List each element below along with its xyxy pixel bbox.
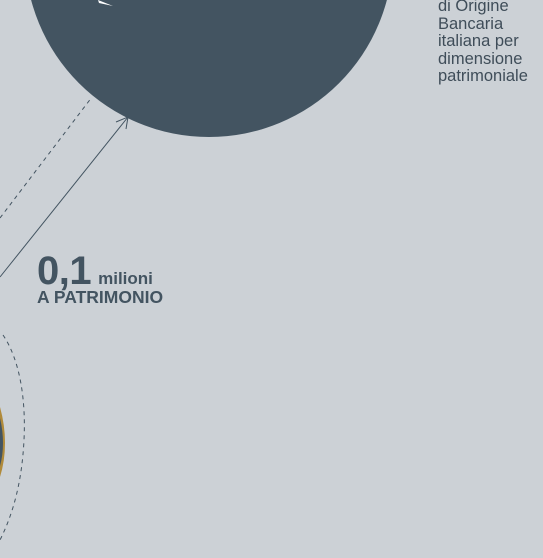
arrow-line <box>0 116 129 278</box>
stat-line: 0,1 milioni <box>37 249 163 293</box>
circle-top-mark <box>98 0 113 6</box>
small-dark-circle <box>0 418 3 466</box>
stat-block: 0,1 milioni A PATRIMONIO <box>37 249 164 307</box>
dashed-connector <box>0 96 93 219</box>
caption-line: dimensione <box>438 49 523 68</box>
caption-line: Bancaria <box>438 14 504 33</box>
stat-label: A PATRIMONIO <box>37 287 164 307</box>
side-caption: di Origine Bancaria italiana per dimensi… <box>438 0 543 86</box>
caption-line: italiana per <box>438 32 519 50</box>
large-circle <box>31 0 387 137</box>
caption-line: patrimoniale <box>438 67 528 85</box>
stat-unit: milioni <box>98 269 153 288</box>
caption-line: di Origine <box>438 0 509 15</box>
arrow-head <box>115 116 129 130</box>
stat-value: 0,1 <box>37 249 92 293</box>
